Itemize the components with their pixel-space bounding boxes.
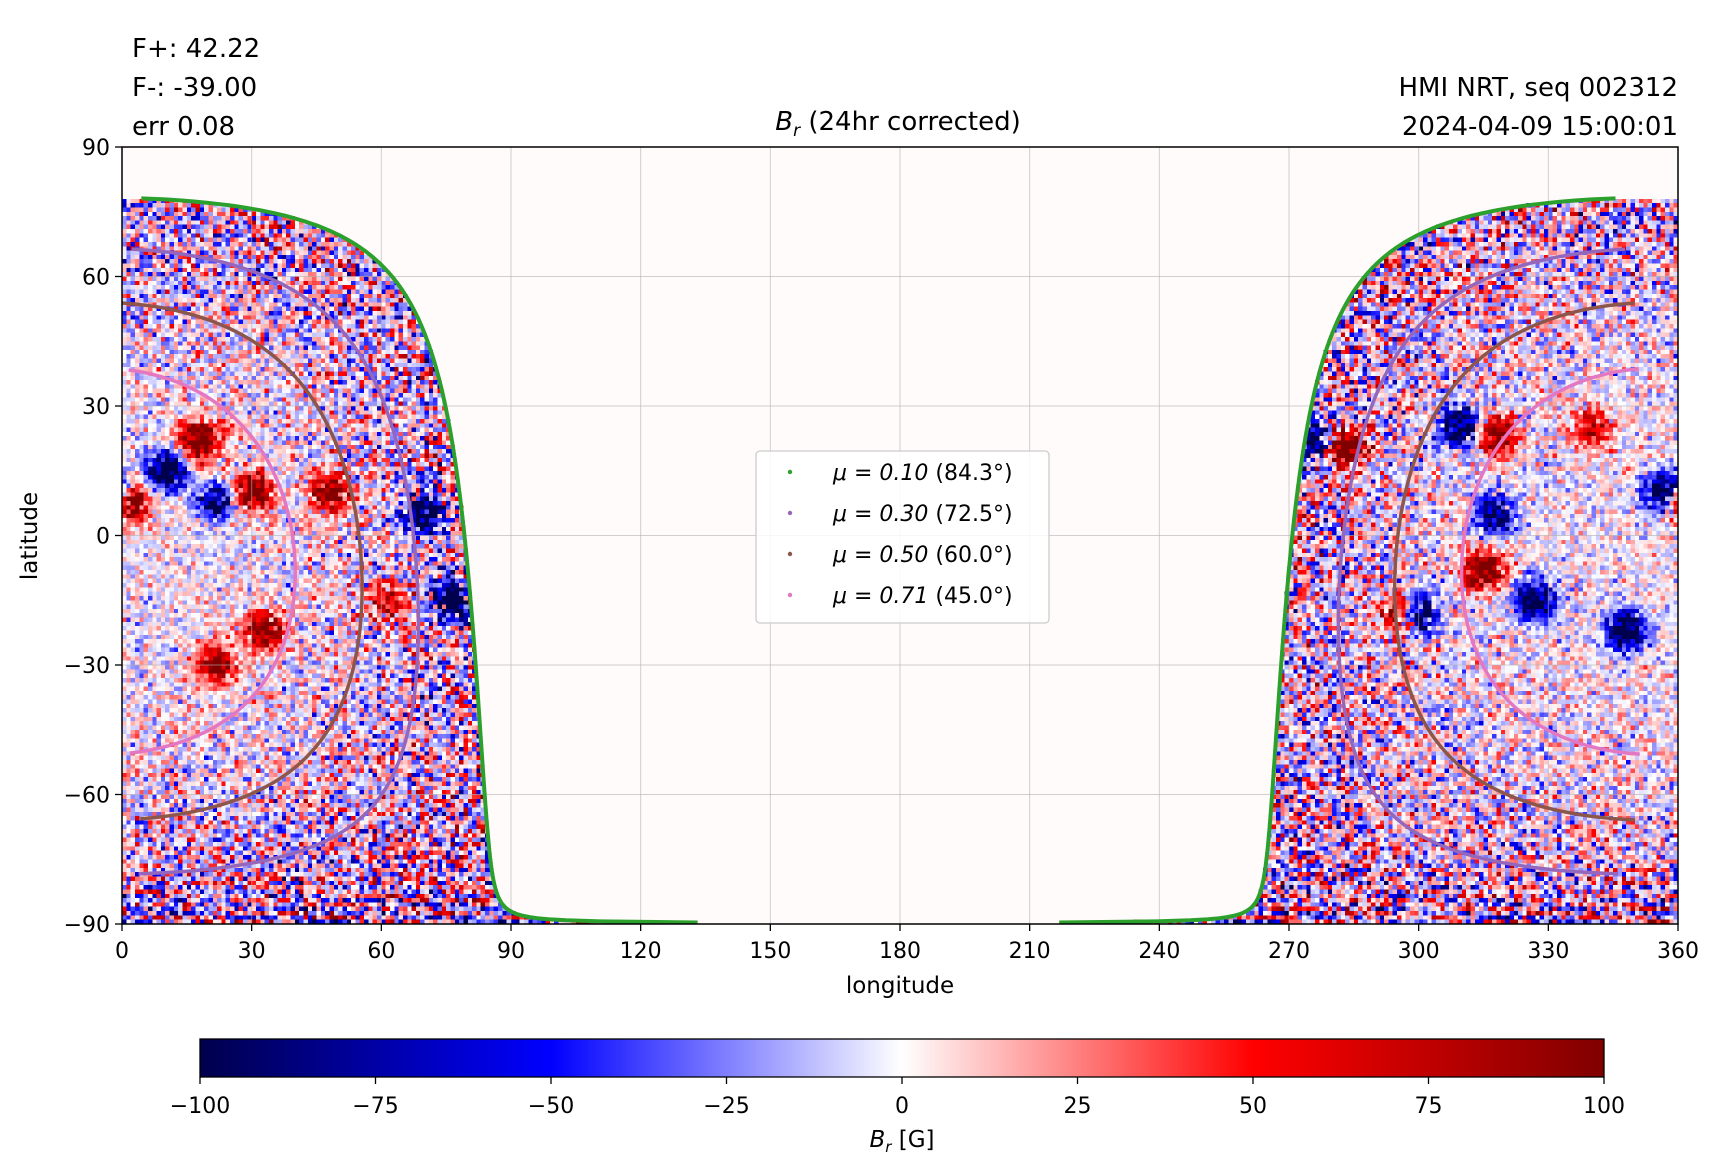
x-tick-label: 150: [749, 939, 791, 964]
x-tick-label: 30: [238, 939, 266, 964]
colorbar-tick-label: −100: [170, 1094, 230, 1119]
legend-label: μ = 0.10 (84.3°): [832, 461, 1013, 486]
legend: μ = 0.10 (84.3°) μ = 0.30 (72.5°) μ = 0.50…: [755, 450, 1050, 624]
x-tick-label: 90: [497, 939, 525, 964]
legend-label: μ = 0.30 (72.5°): [832, 502, 1013, 527]
colorbar-tick-label: 100: [1583, 1094, 1625, 1119]
x-axis-ticks: 0 30 60 90 120 150 180 210 240 270 300 330 360: [115, 924, 1699, 964]
colorbar-tick-label: −25: [703, 1094, 749, 1119]
x-tick-label: 330: [1527, 939, 1569, 964]
x-axis-label: longitude: [846, 973, 954, 999]
colorbar: −100 −75 −50 −25 0 25 50 75 100 Br [G]: [170, 1038, 1625, 1152]
x-tick-label: 360: [1657, 939, 1699, 964]
colorbar-gradient: [199, 1038, 1605, 1078]
x-tick-label: 240: [1138, 939, 1180, 964]
colorbar-tick-label: 0: [895, 1094, 909, 1119]
colorbar-label: Br [G]: [869, 1127, 934, 1152]
y-axis-label: latitude: [17, 492, 43, 580]
x-tick-label: 180: [879, 939, 921, 964]
y-axis-ticks: 90 60 30 0 −30 −60 −90: [64, 136, 122, 938]
y-tick-label: 0: [96, 525, 110, 550]
y-tick-label: 90: [82, 136, 110, 161]
colorbar-tick-label: 25: [1064, 1094, 1092, 1119]
y-tick-label: −30: [64, 654, 110, 679]
x-tick-label: 270: [1268, 939, 1310, 964]
x-tick-label: 210: [1009, 939, 1051, 964]
mu-contour-line: [1336, 247, 1626, 876]
y-tick-label: 60: [82, 266, 110, 291]
y-tick-label: −90: [64, 913, 110, 938]
colorbar-ticks: −100 −75 −50 −25 0 25 50 75 100: [170, 1077, 1625, 1119]
instrument-label: HMI NRT, seq 002312: [1398, 73, 1678, 103]
legend-marker: [787, 510, 793, 516]
colorbar-tick-label: −75: [352, 1094, 398, 1119]
legend-label: μ = 0.50 (60.0°): [832, 543, 1013, 568]
mu-contours: [122, 196, 1640, 925]
legend-marker: [787, 592, 793, 598]
flux-negative: F-: -39.00: [132, 73, 257, 103]
mu-contour-line: [128, 368, 297, 755]
mu-contour-line: [1392, 301, 1636, 822]
y-tick-label: 30: [82, 395, 110, 420]
mu-contour-line: [122, 301, 364, 821]
legend-items: μ = 0.10 (84.3°) μ = 0.30 (72.5°) μ = 0.50…: [787, 461, 1013, 609]
timestamp-label: 2024-04-09 15:00:01: [1402, 112, 1678, 142]
mu-contour-line: [141, 196, 698, 925]
flux-error: err 0.08: [132, 112, 235, 142]
x-tick-label: 300: [1398, 939, 1440, 964]
mu-contour-line: [1059, 196, 1616, 925]
flux-positive: F+: 42.22: [132, 34, 260, 64]
legend-marker: [787, 469, 793, 475]
x-tick-label: 60: [367, 939, 395, 964]
y-tick-label: −60: [64, 784, 110, 809]
mu-contour-line: [131, 247, 421, 876]
x-tick-label: 0: [115, 939, 129, 964]
legend-label: μ = 0.71 (45.0°): [832, 584, 1013, 609]
chart-title: Br (24hr corrected): [775, 107, 1020, 141]
colorbar-tick-label: −50: [528, 1094, 574, 1119]
x-tick-label: 120: [620, 939, 662, 964]
colorbar-tick-label: 75: [1415, 1094, 1443, 1119]
legend-box: [755, 450, 1050, 624]
legend-marker: [787, 551, 793, 557]
colorbar-tick-label: 50: [1239, 1094, 1267, 1119]
mu-contour-line: [1459, 367, 1640, 756]
